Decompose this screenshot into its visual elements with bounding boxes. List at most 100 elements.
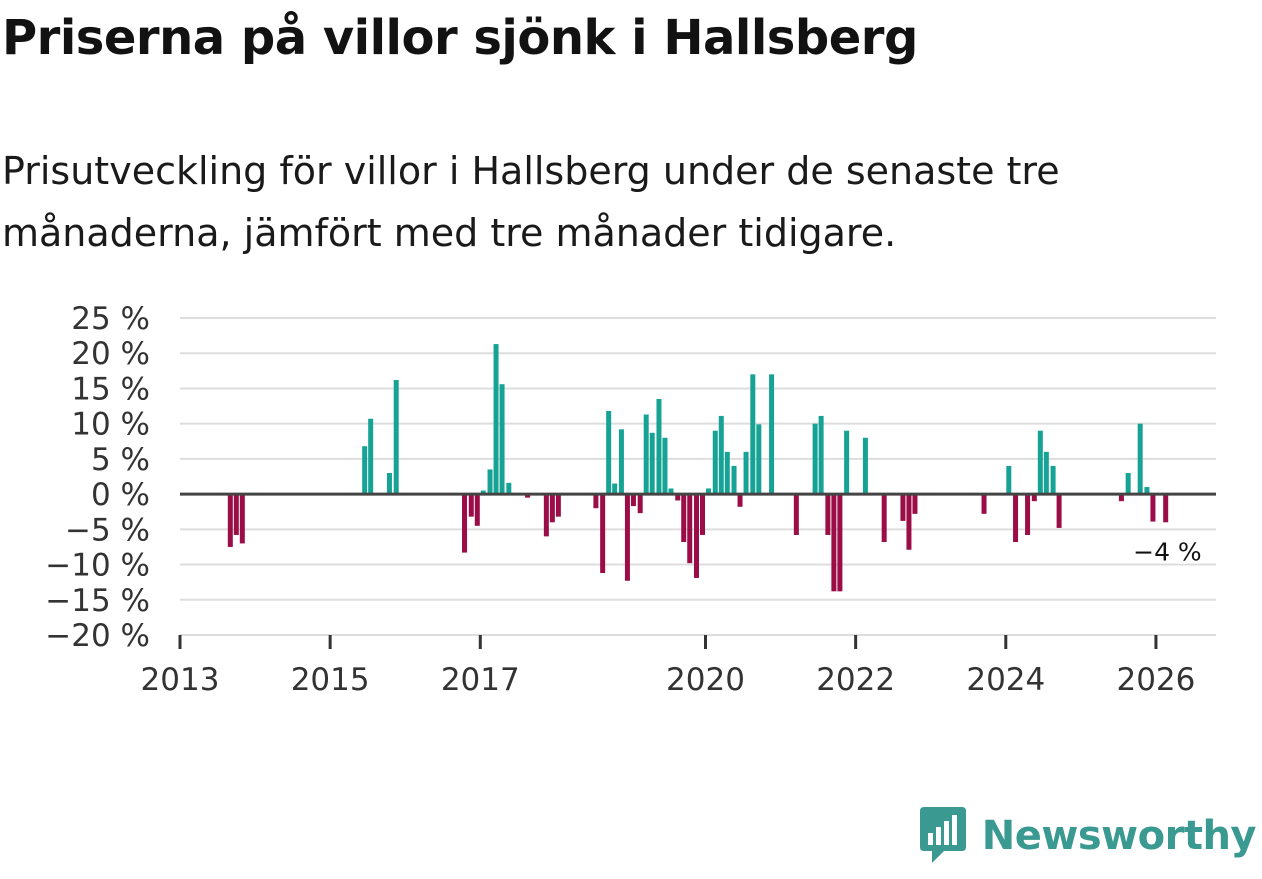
bar <box>462 494 468 553</box>
bar <box>793 494 799 535</box>
bar <box>468 494 474 517</box>
bar <box>724 451 730 495</box>
bar <box>630 494 636 507</box>
bar <box>386 472 392 495</box>
bar <box>1013 494 1019 543</box>
bar <box>769 374 775 495</box>
bar <box>1043 451 1049 495</box>
chart-title: Priserna på villor sjönk i Hallsberg <box>2 10 918 66</box>
bar <box>693 494 699 578</box>
bar <box>831 494 837 592</box>
bar <box>818 415 824 495</box>
bar <box>1118 494 1124 502</box>
bar <box>675 494 681 501</box>
bar <box>687 494 693 564</box>
bar <box>1050 465 1056 495</box>
x-axis-ticks: 2013 2015 2017 2020 2022 2024 2026 <box>141 635 1195 698</box>
bar <box>837 494 843 592</box>
bar <box>1125 472 1131 495</box>
bar <box>618 429 624 495</box>
bar <box>1144 487 1150 495</box>
brand-name: Newsworthy <box>981 813 1257 859</box>
bar <box>239 494 245 544</box>
bar <box>718 415 724 495</box>
y-tick-label: 15 % <box>71 371 150 407</box>
bars <box>227 344 1169 592</box>
bar <box>1031 494 1037 502</box>
bar <box>681 494 687 543</box>
bar <box>525 494 531 498</box>
bar <box>649 432 655 495</box>
bar <box>737 494 743 507</box>
bar <box>656 399 662 495</box>
bar <box>743 451 749 495</box>
bar <box>624 494 630 581</box>
chart-subtitle: Prisutveckling för villor i Hallsberg un… <box>2 149 1060 255</box>
bar <box>706 488 712 495</box>
bar <box>606 410 612 495</box>
bar-chart: 25 %20 %15 %10 %5 %0 %−5 %−10 %−15 %−20 … <box>45 301 1216 698</box>
y-tick-label: 20 % <box>71 336 150 372</box>
bar <box>612 483 618 495</box>
bar <box>362 446 368 495</box>
x-tick-label: 2022 <box>816 662 895 698</box>
bar <box>812 423 818 495</box>
x-tick-label: 2017 <box>441 662 520 698</box>
bar <box>1150 494 1156 522</box>
bar <box>499 384 505 495</box>
x-tick-label: 2015 <box>291 662 370 698</box>
brand: Newsworthy <box>918 807 1257 865</box>
bar <box>668 488 674 495</box>
x-tick-label: 2020 <box>666 662 745 698</box>
bar <box>487 469 493 495</box>
bar <box>906 494 912 550</box>
bar <box>731 465 737 495</box>
bar <box>662 437 668 495</box>
bar <box>1163 494 1169 523</box>
x-tick-label: 2026 <box>1116 662 1195 698</box>
bar <box>227 494 233 547</box>
bar <box>981 494 987 514</box>
y-tick-label: −5 % <box>65 512 150 548</box>
bar <box>480 490 486 495</box>
bar <box>555 494 561 517</box>
bar <box>368 418 374 495</box>
bar <box>881 494 887 543</box>
bar <box>637 494 643 514</box>
bar <box>900 494 906 521</box>
bar <box>912 494 918 514</box>
bar <box>1056 494 1062 528</box>
bar <box>549 494 555 523</box>
bar <box>506 482 512 495</box>
bar <box>1025 494 1031 535</box>
bar <box>750 374 756 495</box>
last-value-label: −4 % <box>1133 537 1202 566</box>
y-tick-label: 5 % <box>91 442 150 478</box>
bar <box>643 414 649 495</box>
x-tick-label: 2024 <box>966 662 1045 698</box>
x-tick-label: 2013 <box>141 662 220 698</box>
annotations: −4 % <box>1130 534 1205 569</box>
bar <box>862 437 868 495</box>
bar <box>700 494 706 535</box>
bar <box>1037 430 1043 495</box>
y-tick-label: −10 % <box>45 548 150 584</box>
bar <box>593 494 599 509</box>
grid-lines <box>180 317 1216 636</box>
bar <box>1137 423 1143 495</box>
y-tick-label: −15 % <box>45 583 150 619</box>
bar <box>393 379 399 495</box>
y-tick-label: 10 % <box>71 407 150 443</box>
bar <box>844 430 850 495</box>
bar <box>1006 465 1012 495</box>
y-tick-label: 25 % <box>71 301 150 337</box>
y-tick-label: 0 % <box>91 477 150 513</box>
bar <box>712 430 718 495</box>
bar <box>825 494 831 535</box>
bar <box>756 424 762 495</box>
bar <box>600 494 606 574</box>
bar <box>543 494 549 537</box>
bar <box>474 494 480 526</box>
y-axis-ticks: 25 %20 %15 %10 %5 %0 %−5 %−10 %−15 %−20 … <box>45 301 150 654</box>
bar <box>233 494 239 535</box>
